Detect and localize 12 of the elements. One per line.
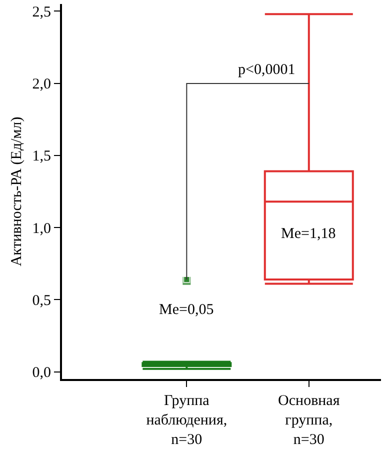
annotation: Me=1,18 <box>281 226 336 242</box>
annotation: Me=0,05 <box>159 302 214 318</box>
annotation: p<0,0001 <box>238 62 296 78</box>
x-tick-label: Основная группа, n=30 <box>278 393 340 448</box>
y-tick-label: 2,0 <box>32 76 51 93</box>
y-tick-label: 2,5 <box>32 4 51 20</box>
x-tick-label: Группа наблюдения, n=30 <box>146 393 228 448</box>
y-tick-label: 1,0 <box>32 220 51 237</box>
y-tick-label: 0,0 <box>32 365 51 382</box>
y-tick-label: 1,5 <box>32 148 51 165</box>
y-axis-title: Активность-РА (Ед/мл) <box>9 116 25 266</box>
y-tick-label: 0,5 <box>32 292 51 309</box>
